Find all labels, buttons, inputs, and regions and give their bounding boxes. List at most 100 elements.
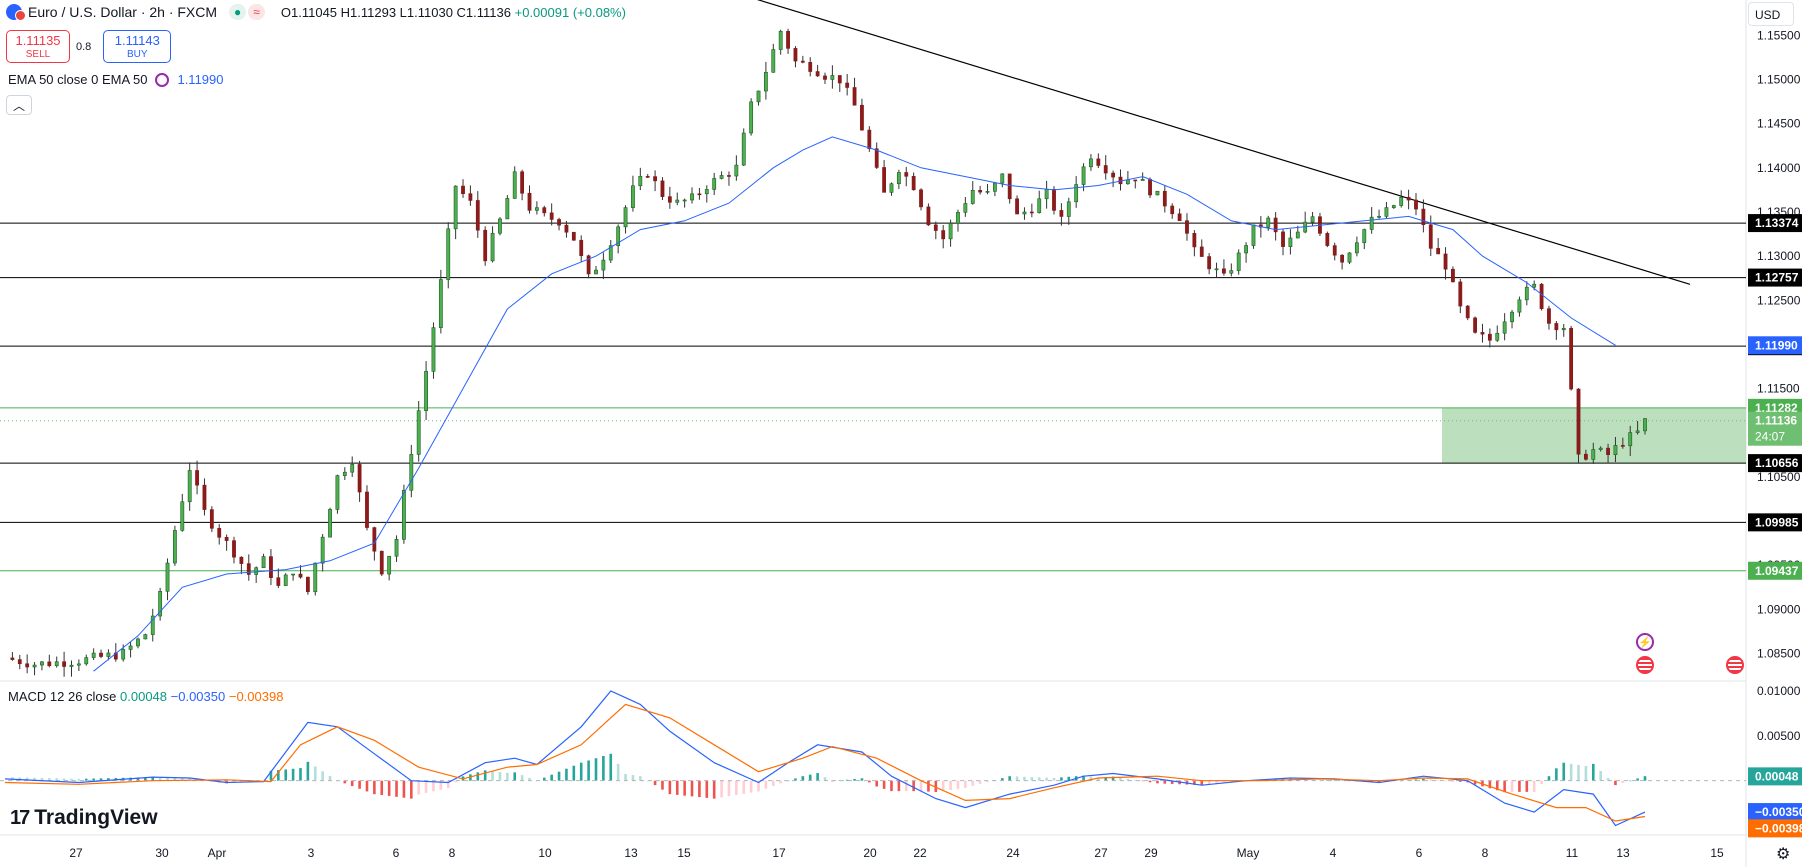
- ema-legend[interactable]: EMA 50 close 0 EMA 50 1.11990: [8, 72, 224, 87]
- macd-histogram-bar: [410, 780, 413, 799]
- price-tag-countdown: 24:07: [1755, 430, 1785, 444]
- chevron-up-icon[interactable]: ︿: [6, 95, 32, 115]
- candle-body: [291, 573, 296, 576]
- time-tick-label: 13: [624, 846, 638, 860]
- price-tick-label: 1.11500: [1757, 382, 1800, 396]
- buy-button[interactable]: 1.11143 BUY: [103, 30, 172, 63]
- candle-body: [350, 464, 355, 473]
- candle-body: [372, 527, 377, 552]
- candle-body: [1524, 286, 1529, 301]
- ohlc-change: +0.00091 (+0.08%): [514, 4, 626, 20]
- macd-histogram-bar: [40, 777, 44, 781]
- macd-histogram-bar: [343, 780, 347, 784]
- level-price-tag: 1.12757: [1755, 271, 1799, 285]
- macd-histogram-bar: [1444, 780, 1447, 782]
- ema-legend-value: 1.11990: [177, 72, 224, 87]
- macd-histogram-bar: [1230, 780, 1233, 783]
- candle-body: [1598, 447, 1603, 450]
- candle-body: [808, 62, 813, 72]
- candle-body: [749, 101, 754, 134]
- candle-body: [1185, 220, 1189, 234]
- macd-histogram-bar: [1193, 780, 1196, 785]
- symbol-title[interactable]: Euro / U.S. Dollar · 2h · FXCM: [28, 4, 218, 20]
- candle-body: [1517, 299, 1522, 313]
- macd-histogram-bar: [631, 775, 635, 781]
- macd-hist-tag-box: [1748, 767, 1802, 786]
- macd-hist-tag: 0.00048: [1755, 769, 1799, 783]
- macd-histogram-bar: [1606, 778, 1610, 781]
- candle-body: [106, 652, 111, 657]
- macd-histogram-bar: [520, 775, 524, 781]
- macd-histogram-bar: [1060, 777, 1063, 781]
- candle-body: [823, 75, 827, 80]
- candle-body: [468, 193, 473, 201]
- candle-body: [446, 228, 451, 280]
- buy-label: BUY: [127, 49, 148, 60]
- candle-body: [69, 664, 74, 667]
- macd-histogram-bar: [446, 780, 450, 789]
- candle-body: [830, 75, 835, 80]
- candle-body: [778, 31, 783, 50]
- sell-button[interactable]: 1.11135 SELL: [6, 30, 70, 63]
- candle-body: [498, 218, 502, 234]
- candle-body: [84, 657, 89, 665]
- candle-body: [1643, 418, 1647, 432]
- candle-body: [534, 207, 539, 211]
- macd-histogram-bar: [77, 778, 81, 781]
- tradingview-logo[interactable]: 17 TradingView: [10, 806, 158, 830]
- macd-histogram-bar: [823, 777, 827, 781]
- candle-body: [1354, 242, 1359, 254]
- level-price-tag-box: [1748, 561, 1802, 580]
- candle-body: [660, 180, 665, 197]
- candle-body: [416, 410, 421, 455]
- candle-body: [601, 259, 606, 271]
- candle-body: [1620, 445, 1625, 447]
- candle-body: [874, 148, 879, 168]
- price-tag: 1.11136: [1755, 414, 1797, 428]
- macd-signal-tag-box: [1748, 819, 1802, 838]
- macd-histogram-bar: [1222, 780, 1226, 783]
- pattern-icon[interactable]: ≈: [248, 4, 265, 20]
- candle-body: [40, 661, 44, 666]
- gear-icon[interactable]: ⚙: [1776, 846, 1791, 863]
- candle-body: [261, 556, 266, 569]
- macd-histogram-bar: [476, 772, 480, 781]
- candle-body: [638, 176, 643, 187]
- macd-signal-value: −0.00398: [228, 689, 284, 704]
- eur-usd-flag-icon: [6, 4, 26, 21]
- candle-body: [1436, 248, 1441, 255]
- macd-signal-tag: −0.00398: [1755, 821, 1802, 835]
- macd-histogram-bar: [661, 780, 664, 790]
- candle-body: [978, 189, 983, 193]
- us-flag-event-icon[interactable]: [1636, 656, 1654, 674]
- symbol-header: Euro / U.S. Dollar · 2h · FXCM ● ≈ O1.11…: [6, 4, 626, 21]
- currency-button[interactable]: USD: [1748, 2, 1794, 26]
- us-flag-event-icon[interactable]: [1726, 656, 1744, 674]
- macd-histogram-bar: [365, 780, 369, 792]
- candle-body: [882, 167, 886, 193]
- lightning-event-icon[interactable]: ⚡: [1636, 633, 1654, 651]
- macd-histogram-bar: [62, 778, 66, 781]
- time-tick-label: 4: [1330, 846, 1337, 860]
- market-open-icon[interactable]: ●: [229, 4, 247, 20]
- candle-body: [394, 539, 399, 557]
- candle-body: [1391, 205, 1396, 208]
- candle-body: [1443, 253, 1448, 270]
- candle-body: [202, 484, 207, 510]
- candle-body: [845, 82, 850, 88]
- macd-legend[interactable]: MACD 12 26 close 0.00048 −0.00350 −0.003…: [8, 689, 283, 704]
- candle-body: [246, 563, 251, 575]
- macd-histogram-bar: [1532, 780, 1536, 792]
- candle-body: [1059, 210, 1064, 217]
- sell-label: SELL: [25, 49, 51, 60]
- macd-histogram-bar: [1303, 779, 1307, 781]
- macd-histogram-bar: [1170, 780, 1174, 784]
- candle-body: [402, 489, 406, 540]
- macd-histogram-bar: [860, 778, 864, 781]
- candle-body: [704, 189, 709, 195]
- macd-histogram-bar: [1082, 775, 1085, 781]
- market-status[interactable]: ● ≈: [229, 4, 265, 20]
- macd-histogram-bar: [602, 756, 605, 781]
- candle-body: [571, 231, 576, 241]
